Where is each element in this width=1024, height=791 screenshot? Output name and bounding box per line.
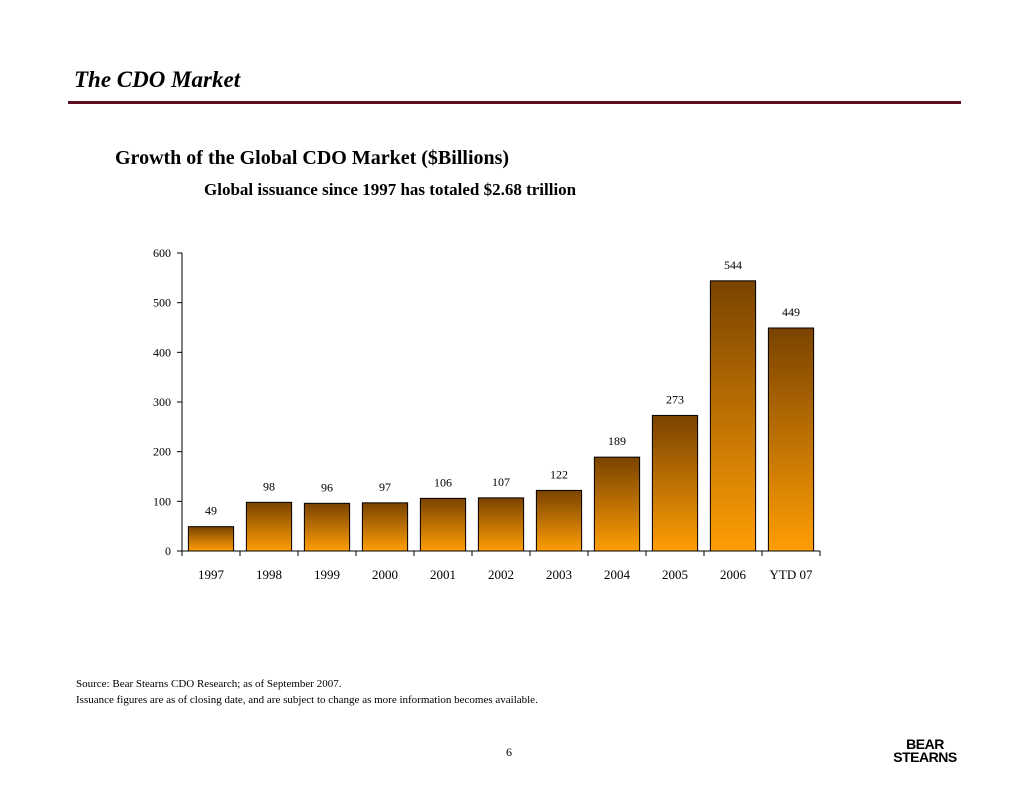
chart-labels: 1997 49 1998 98 1999 96 2000 97 2001 106 2002 107 20… xyxy=(198,258,813,582)
bear-stearns-logo: BEAR STEARNS xyxy=(893,736,957,765)
data-label: 106 xyxy=(434,475,452,489)
issuance-note: Issuance figures are as of closing date,… xyxy=(76,694,538,706)
y-tick-label: 500 xyxy=(153,296,171,310)
bar-2005 xyxy=(651,414,699,552)
data-label: 49 xyxy=(205,504,217,518)
x-tick-label: 2004 xyxy=(604,567,631,582)
x-tick-label: 1998 xyxy=(256,567,282,582)
x-tick-label: YTD 07 xyxy=(770,567,813,582)
logo-line-2: STEARNS xyxy=(893,749,957,765)
data-label: 97 xyxy=(379,480,391,494)
x-tick-label: 2000 xyxy=(372,567,398,582)
x-tick-label: 1997 xyxy=(198,567,225,582)
x-tick-label: 1999 xyxy=(314,567,340,582)
data-label: 98 xyxy=(263,479,275,493)
x-tick-label: 2003 xyxy=(546,567,572,582)
y-tick-label: 100 xyxy=(153,494,171,508)
page-title: The CDO Market xyxy=(74,67,241,92)
bar-2006 xyxy=(709,280,757,552)
x-tick-label: 2005 xyxy=(662,567,688,582)
y-tick-label: 600 xyxy=(153,246,171,260)
data-label: 449 xyxy=(782,305,800,319)
y-tick-label: 400 xyxy=(153,345,171,359)
bar-1998 xyxy=(245,501,293,552)
y-tick-label: 0 xyxy=(165,544,171,558)
bar-2001 xyxy=(419,497,467,552)
source-note: Source: Bear Stearns CDO Research; as of… xyxy=(76,678,342,690)
bar-1997 xyxy=(187,526,235,552)
chart-title: Growth of the Global CDO Market ($Billio… xyxy=(115,147,510,169)
data-label: 189 xyxy=(608,434,626,448)
bar-2002 xyxy=(477,497,525,552)
x-tick-label: 2001 xyxy=(430,567,456,582)
y-tick-label: 200 xyxy=(153,445,171,459)
data-label: 273 xyxy=(666,392,684,406)
y-tick-label: 300 xyxy=(153,395,171,409)
bar-2000 xyxy=(361,502,409,552)
bar-1999 xyxy=(303,502,351,552)
title-divider xyxy=(68,101,961,104)
bar-ytd-07 xyxy=(767,327,815,552)
data-label: 107 xyxy=(492,475,510,489)
bar-2003 xyxy=(535,489,583,552)
x-tick-label: 2006 xyxy=(720,567,747,582)
data-label: 122 xyxy=(550,467,568,481)
chart-subtitle: Global issuance since 1997 has totaled $… xyxy=(204,180,577,199)
bar-2004 xyxy=(593,456,641,552)
data-label: 544 xyxy=(724,258,742,272)
logo-line-1: BEAR xyxy=(906,736,944,752)
x-tick-label: 2002 xyxy=(488,567,514,582)
chart-bars xyxy=(187,280,815,552)
data-label: 96 xyxy=(321,480,333,494)
page-number: 6 xyxy=(506,745,512,759)
